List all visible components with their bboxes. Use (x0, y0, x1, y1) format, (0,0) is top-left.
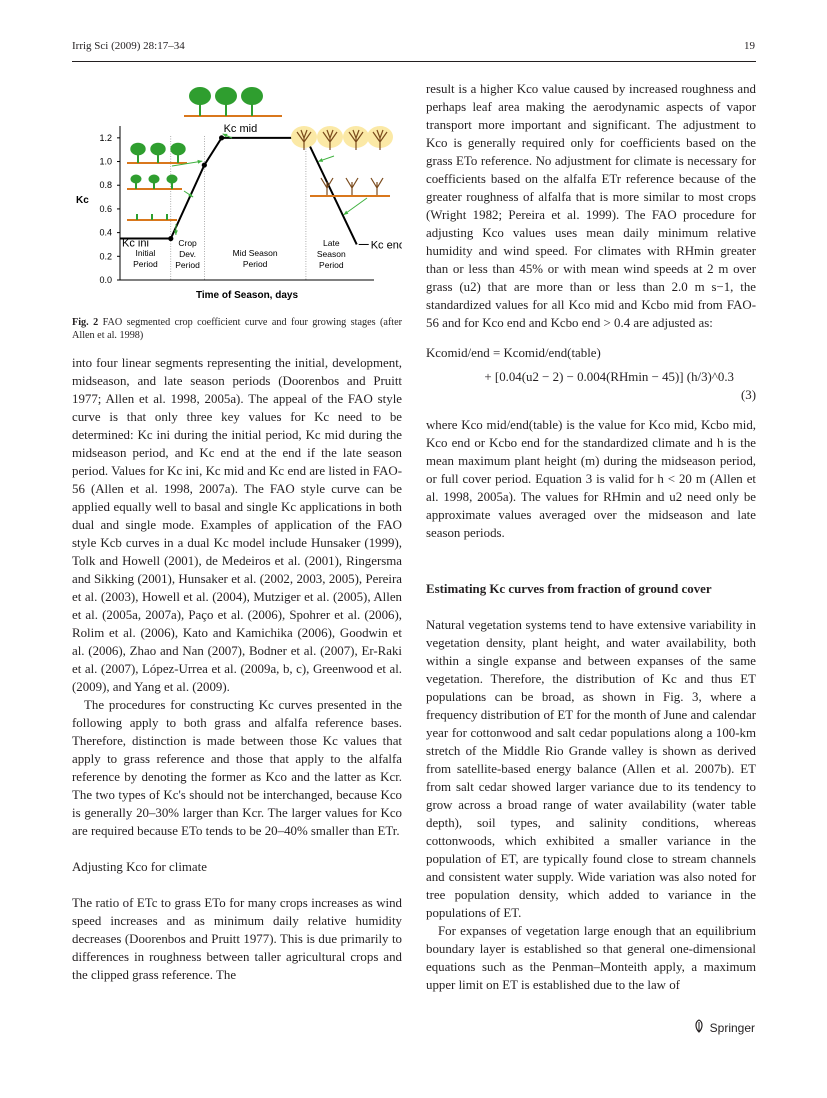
pointer-arrow (343, 197, 368, 216)
equation-line-1: Kcomid/end = Kcomid/end(table) (426, 346, 601, 360)
caption-text: FAO segmented crop coefficient curve and… (72, 317, 402, 341)
figure-caption: Fig. 2 FAO segmented crop coefficient cu… (72, 316, 402, 342)
left-column: 0.0 0.2 0.4 0.6 0.8 1.0 1.2 Kc Kc ini Kc mid Kc en… (72, 78, 405, 984)
figure-2: 0.0 0.2 0.4 0.6 0.8 1.0 1.2 Kc Kc ini Kc mid Kc en… (72, 78, 405, 310)
right-paragraph-4: For expanses of vegetation large enough … (426, 924, 756, 992)
publisher-footer: Springer (692, 1019, 755, 1036)
section-heading-estimating: Estimating Kc curves from fraction of gr… (426, 582, 712, 596)
kc-curve-point (168, 235, 174, 242)
pointer-arrow (171, 160, 203, 167)
kc-ini-label: Kc ini (122, 238, 149, 250)
pointer-arrowhead (173, 230, 178, 235)
dry-tree-icon (372, 129, 388, 150)
period-label: Period (133, 259, 158, 269)
kc-end-label: Kc end (371, 239, 402, 251)
bare-tree-icon (345, 177, 359, 196)
left-paragraph-1: into four linear segments representing t… (72, 356, 402, 694)
period-label: Dev. (179, 249, 196, 259)
kc-curve-line (120, 136, 358, 245)
small-plant-icon-canopy (166, 174, 178, 184)
dry-tree-icon (348, 129, 364, 150)
medium-plant-icon-canopy (150, 142, 166, 156)
right-column: result is a higher Kco value caused by i… (426, 80, 756, 994)
pointer-arrowhead (222, 133, 228, 138)
x-axis-label: Time of Season, days (196, 290, 299, 301)
small-plant-icon-canopy (148, 174, 160, 184)
kc-curve-point (201, 162, 207, 168)
full-tree-icon-canopy (241, 87, 263, 105)
period-label: Crop (178, 238, 197, 248)
equation-line-2: + [0.04(u2 − 2) − 0.004(RHmin − 45)] (h/… (484, 370, 734, 384)
pointer-arrowhead (188, 192, 194, 198)
medium-plant-icon-canopy (130, 142, 146, 156)
section-heading-adjusting: Adjusting Kco for climate (72, 860, 207, 874)
y-tick-label: 0.0 (99, 275, 112, 285)
period-label: Period (319, 260, 344, 270)
period-label: Period (175, 260, 200, 270)
equation-number: (3) (740, 388, 756, 402)
period-label: Initial (135, 248, 155, 258)
kc-mid-label: Kc mid (224, 123, 258, 135)
dry-tree-icon (322, 129, 338, 150)
springer-logo-icon (692, 1019, 706, 1036)
period-label: Mid Season (233, 248, 278, 258)
full-tree-icon-canopy (215, 87, 237, 105)
left-paragraph-3: The ratio of ETc to grass ETo for many c… (72, 896, 402, 982)
bare-tree-icon (320, 177, 334, 196)
right-paragraph-2: where Kco mid/end(table) is the value fo… (426, 418, 756, 540)
y-tick-label: 0.8 (99, 180, 112, 190)
y-tick-label: 1.2 (99, 133, 112, 143)
y-tick-label: 0.6 (99, 204, 112, 214)
right-paragraph-3: Natural vegetation systems tend to have … (426, 618, 756, 920)
full-tree-icon-canopy (189, 87, 211, 105)
right-paragraph-1: result is a higher Kco value caused by i… (426, 82, 756, 330)
pointer-arrowhead (197, 159, 203, 164)
equation-3: Kcomid/end = Kcomid/end(table) + [0.04(u… (426, 344, 756, 404)
period-label: Period (243, 259, 268, 269)
left-paragraph-2: The procedures for constructing Kc curve… (72, 698, 402, 838)
page-number: 19 (744, 40, 755, 52)
dry-tree-icon (296, 129, 312, 150)
period-label: Late (323, 238, 340, 248)
y-tick-label: 0.4 (99, 228, 112, 238)
small-plant-icon-canopy (130, 174, 142, 184)
bare-tree-icon (370, 177, 384, 196)
pointer-arrowhead (318, 158, 324, 162)
y-axis-label: Kc (76, 195, 89, 206)
kc-curve-chart: 0.0 0.2 0.4 0.6 0.8 1.0 1.2 Kc Kc ini Kc mid Kc en… (76, 87, 405, 301)
header-rule (72, 61, 756, 62)
running-header-journal: Irrig Sci (2009) 28:17–34 (72, 40, 185, 52)
medium-plant-icon-canopy (170, 142, 186, 156)
caption-label: Fig. 2 (72, 317, 99, 328)
y-tick-label: 0.2 (99, 251, 112, 261)
publisher-name: Springer (709, 1020, 755, 1035)
y-tick-label: 1.0 (99, 157, 112, 167)
kc-curve-point (219, 135, 225, 141)
pointer-arrowhead (343, 210, 349, 215)
period-label: Season (317, 249, 346, 259)
